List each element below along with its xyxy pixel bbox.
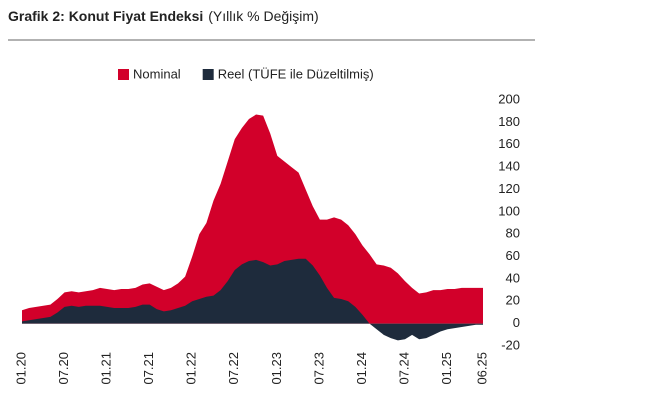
y-tick-label: 160 <box>498 136 520 151</box>
legend-swatch <box>202 69 214 80</box>
subtitle: (Yıllık % Değişim) <box>208 8 318 24</box>
x-tick-label: 01.24 <box>354 352 369 385</box>
x-tick-label: 06.25 <box>474 352 489 385</box>
chart-title: Grafik 2: Konut Fiyat Endeksi (Yıllık % D… <box>8 8 319 24</box>
x-tick-label: 01.21 <box>99 352 114 385</box>
y-tick-label: 120 <box>498 181 520 196</box>
x-tick-label: 07.22 <box>226 352 241 385</box>
x-tick-label: 07.20 <box>56 352 71 385</box>
area <box>22 114 483 324</box>
legend-label: Reel (TÜFE ile Düzeltilmiş) <box>218 66 374 81</box>
x-tick-label: 01.25 <box>439 352 454 385</box>
x-tick-label: 01.23 <box>269 352 284 385</box>
x-tick-label: 01.20 <box>13 352 28 385</box>
y-tick-label: 0 <box>513 315 520 330</box>
y-tick-label: -20 <box>501 337 520 352</box>
y-tick-label: 180 <box>498 114 520 129</box>
legend-swatch <box>118 69 129 80</box>
y-tick-label: 80 <box>506 226 520 241</box>
x-tick-label: 07.21 <box>141 352 156 385</box>
x-tick-label: 07.23 <box>311 352 326 385</box>
y-tick-label: 40 <box>506 270 520 285</box>
y-tick-label: 100 <box>498 203 520 218</box>
x-tick-label: 07.24 <box>396 352 411 385</box>
legend-label: Nominal <box>133 66 181 81</box>
y-tick-label: 20 <box>506 293 520 308</box>
x-tick-label: 01.22 <box>184 352 199 385</box>
y-tick-label: 60 <box>506 248 520 263</box>
y-tick-label: 140 <box>498 159 520 174</box>
area <box>22 258 483 341</box>
y-tick-label: 200 <box>498 91 520 106</box>
title: Grafik 2: Konut Fiyat Endeksi <box>8 8 203 24</box>
